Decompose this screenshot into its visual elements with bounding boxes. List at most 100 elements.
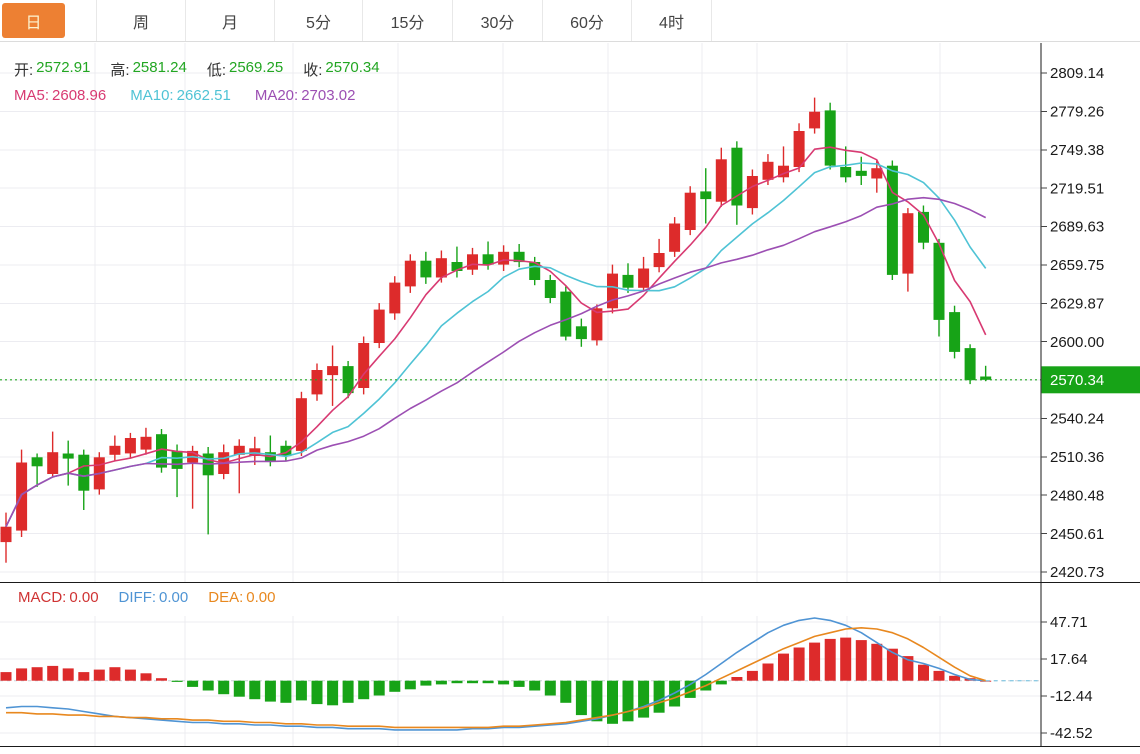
macd-bar [373, 680, 385, 696]
macd-bar [93, 669, 105, 681]
tab-5min[interactable]: 5分 [275, 0, 363, 41]
candle-body [669, 223, 681, 252]
candle-body [638, 268, 650, 288]
low-value: 低: 2569.25 [206, 59, 284, 79]
macd-bar [0, 672, 12, 681]
macd-bar [451, 680, 463, 684]
macd-bar [109, 667, 121, 681]
candle-body [47, 452, 59, 474]
candle-body [715, 159, 727, 202]
candle-body [762, 161, 774, 180]
macd-bar [607, 680, 618, 724]
macd-bar [684, 680, 696, 698]
tab-4hour[interactable]: 4时 [632, 0, 712, 41]
macd-bar [544, 680, 556, 696]
candle-body [280, 445, 292, 457]
macd-bar [840, 637, 852, 681]
macd-bar [280, 680, 292, 703]
macd-bar [871, 643, 883, 681]
candle-body [342, 366, 354, 394]
period-tabbar: 日周月 5分 15分 30分 60分 4时 [0, 0, 1140, 42]
candle-body [420, 260, 432, 278]
candle-body [980, 376, 992, 380]
candle-body [575, 326, 587, 340]
macd-bar [187, 680, 199, 687]
macd-bar [233, 680, 245, 697]
macd-bar [762, 663, 774, 681]
candle-body [62, 453, 74, 459]
price-axis-label: 2719.51 [1050, 180, 1104, 197]
price-axis-label: 2450.61 [1050, 526, 1104, 543]
candle-body [684, 192, 696, 230]
macd-bar [886, 648, 898, 681]
candle-body [373, 309, 385, 343]
macd-bar [638, 680, 650, 718]
tab-day[interactable]: 日 [0, 0, 97, 41]
macd-bar [591, 680, 603, 722]
candle-body [607, 273, 618, 309]
macd-bar [389, 680, 401, 692]
tab-week[interactable]: 周 [97, 0, 186, 41]
close-value: 收: 2570.34 [303, 59, 380, 79]
macd-bar [793, 647, 805, 681]
macd-bar [513, 680, 525, 687]
ma5-line [5, 146, 987, 528]
ohlc-legend: 开: 2572.91 高: 2581.24 低: 2569.25 收: 2570… [14, 59, 380, 80]
dea-value: DEA: 0.00 [208, 589, 276, 606]
macd-bar [824, 638, 836, 681]
candle-body [404, 260, 416, 287]
macd-bar [202, 680, 214, 691]
macd-bar [622, 680, 634, 722]
tab-15min[interactable]: 15分 [363, 0, 453, 41]
ma20-line [5, 196, 987, 528]
tab-30min[interactable]: 30分 [453, 0, 543, 41]
macd-bar [62, 668, 74, 681]
candle-body [544, 280, 556, 298]
candle-body [0, 526, 12, 543]
diff-value: DIFF: 0.00 [118, 589, 189, 606]
candle-body [109, 445, 121, 455]
macd-bar [918, 664, 929, 681]
candle-body [778, 165, 789, 178]
macd-bar [358, 680, 370, 700]
candle-body [622, 274, 634, 288]
diff-line [5, 617, 986, 731]
candle-body [793, 131, 805, 167]
candle-body [809, 111, 821, 129]
candle-body [824, 110, 836, 166]
macd-bar [124, 669, 136, 681]
current-price-flag-label: 2570.34 [1050, 372, 1104, 389]
candle-body [451, 262, 463, 271]
current-price-flag [1041, 366, 1140, 394]
candle-body [653, 253, 665, 268]
candle-body [435, 258, 447, 278]
macd-axis-label: -12.44 [1050, 688, 1093, 705]
candle-body [933, 242, 945, 320]
macd-legend: MACD: 0.00 DIFF: 0.00 DEA: 0.00 [18, 589, 275, 606]
candle-body [140, 436, 152, 450]
price-axis-label: 2510.36 [1050, 449, 1104, 466]
macd-bar [855, 640, 867, 681]
candle-body [295, 398, 307, 451]
candle-body [16, 462, 28, 531]
macd-axis-label: -42.52 [1050, 725, 1093, 742]
macd-bar [809, 642, 821, 681]
candle-body [358, 343, 370, 388]
candle-body [855, 170, 867, 176]
macd-axis-label: 17.64 [1050, 651, 1088, 668]
tab-60min[interactable]: 60分 [543, 0, 632, 41]
tab-month[interactable]: 月 [186, 0, 275, 41]
candle-body [731, 147, 743, 206]
candle-body [513, 251, 525, 263]
candle-body [311, 370, 323, 395]
macd-axis-label: 47.71 [1050, 614, 1088, 631]
ma-legend: MA5: 2608.96 MA10: 2662.51 MA20: 2703.02 [14, 87, 355, 104]
macd-bar [264, 680, 276, 702]
price-axis-label: 2659.75 [1050, 257, 1104, 274]
candle-body [949, 312, 961, 352]
price-axis-label: 2779.26 [1050, 104, 1104, 121]
candle-body [902, 213, 914, 274]
candle-body [886, 165, 898, 275]
macd-bar [778, 653, 789, 681]
